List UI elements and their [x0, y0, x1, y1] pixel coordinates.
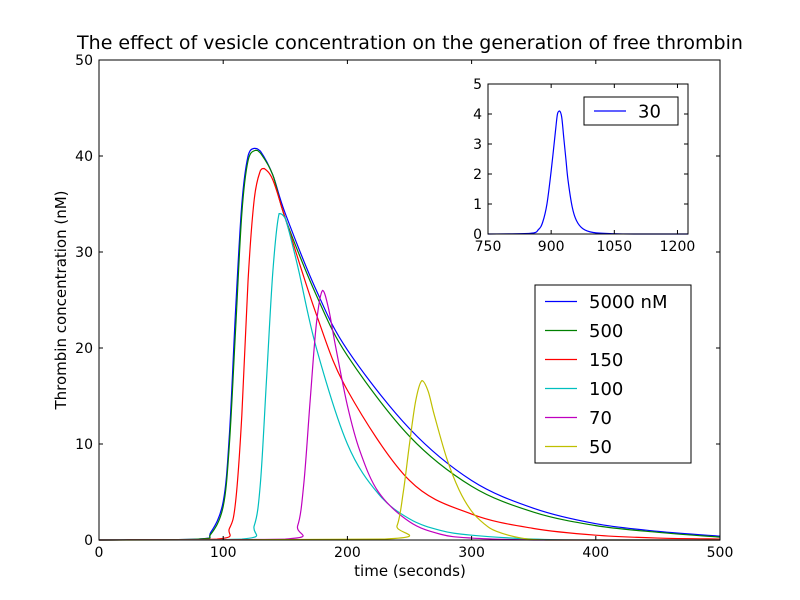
inset-y-tick-label: 5	[473, 77, 482, 93]
y-axis-label: Thrombin concentration (nM)	[52, 190, 70, 410]
main-legend-label-70: 70	[589, 408, 612, 429]
inset-plot-frame	[487, 83, 689, 235]
inset-series-lines	[487, 110, 688, 235]
inset-x-tick-label: 1050	[596, 239, 632, 255]
chart-title: The effect of vesicle concentration on t…	[76, 32, 743, 54]
inset-x-tick-label: 750	[475, 239, 502, 255]
main-series-line-150	[98, 167, 721, 541]
inset-axis-ticks: 750 900 1050 1200 0 1 2 3 4 5	[473, 77, 695, 255]
main-y-tick-label: 0	[84, 533, 93, 549]
main-legend-label-150: 150	[589, 350, 623, 371]
main-legend-label-50: 50	[589, 437, 612, 458]
main-legend-label-100: 100	[589, 379, 623, 400]
main-plot-frame	[98, 59, 721, 541]
inset-y-tick-label: 4	[473, 107, 482, 123]
main-y-tick-label: 30	[75, 245, 93, 261]
main-x-tick-label: 200	[334, 545, 361, 561]
inset-x-tick-label: 1200	[660, 239, 696, 255]
main-y-tick-label: 20	[75, 341, 93, 357]
inset-y-tick-label: 1	[473, 197, 482, 213]
main-y-tick-label: 40	[75, 149, 93, 165]
main-x-tick-label: 0	[95, 545, 104, 561]
main-x-tick-label: 400	[582, 545, 609, 561]
main-legend-box	[534, 284, 692, 464]
main-series-line-500	[98, 149, 721, 541]
main-y-tick-label: 10	[75, 437, 93, 453]
main-legend-label-5000-nm: 5000 nM	[589, 292, 667, 313]
inset-chart: 750 900 1050 1200 0 1 2 3 4 5 30	[473, 77, 695, 255]
main-legend-label-500: 500	[589, 321, 623, 342]
main-series-line-100	[98, 212, 720, 541]
main-series-line-70	[98, 289, 720, 541]
main-x-tick-label: 100	[210, 545, 237, 561]
main-series-lines	[98, 147, 721, 541]
inset-y-tick-label: 2	[473, 167, 482, 183]
main-series-line-50	[98, 380, 720, 541]
main-y-tick-label: 50	[75, 53, 93, 69]
x-axis-label: time (seconds)	[354, 562, 466, 580]
inset-y-tick-label: 3	[473, 137, 482, 153]
inset-legend: 30	[583, 96, 679, 126]
inset-y-tick-label: 0	[473, 227, 482, 243]
inset-legend-label-30: 30	[638, 101, 661, 122]
inset-x-tick-label: 900	[538, 239, 565, 255]
inset-series-line-30	[487, 110, 688, 235]
main-x-tick-label: 500	[707, 545, 734, 561]
main-chart: The effect of vesicle concentration on t…	[52, 32, 743, 580]
main-legend: 5000 nM 500 150 100 70 50	[534, 284, 692, 464]
main-x-tick-label: 300	[458, 545, 485, 561]
